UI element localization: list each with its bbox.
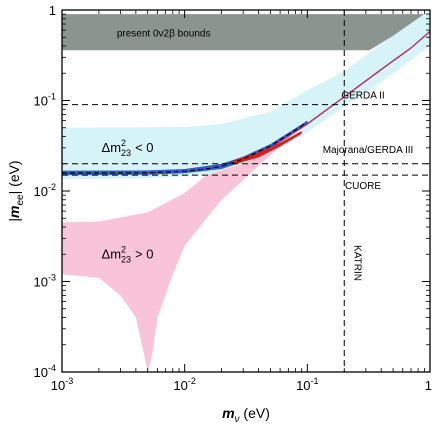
majorana-gerda-iii-label: Majorana/GERDA III (323, 145, 414, 156)
normal-region (62, 30, 430, 372)
y-axis-title-prefix: | (6, 218, 22, 222)
diagonal-curve (270, 30, 430, 149)
y-tick-label: 10-2 (34, 182, 56, 199)
y-tick-label: 10-4 (34, 363, 56, 380)
present-0-2-bounds-region (62, 14, 430, 51)
blue-dashed-curve (62, 121, 308, 174)
inverted-region (62, 10, 430, 180)
x-axis-title-unit: (eV) (240, 405, 270, 421)
bounds-label: present 0ν2β bounds (117, 28, 211, 39)
katrin-label: KATRIN (351, 245, 362, 281)
x-tick-label: 10-3 (51, 376, 73, 393)
cuore-label: CUORE (345, 181, 381, 192)
x-axis-title-sub: ν (235, 414, 240, 425)
x-tick-label: 1 (425, 378, 432, 393)
gerda-ii-label: GERDA II (341, 91, 384, 102)
y-axis-title-suffix: | (eV) (6, 160, 22, 194)
y-tick-label: 10-1 (34, 92, 56, 109)
y-axis-title-sub: ee (15, 194, 26, 206)
x-axis-title-main: m (222, 405, 234, 421)
x-tick-label: 10-2 (173, 376, 195, 393)
y-tick-label: 1 (49, 3, 56, 18)
x-tick-label: 10-1 (296, 376, 318, 393)
normal-label: Δm2 23 > 0 (102, 244, 154, 264)
red-band-region (233, 131, 302, 165)
y-axis-title-main: m (6, 206, 22, 218)
y-axis-title: |mee| (eV) (6, 160, 26, 221)
y-tick-label: 10-3 (34, 273, 56, 290)
inverted-label: Δm2 23 < 0 (102, 138, 154, 158)
x-axis-title: mν (eV) (222, 405, 270, 425)
